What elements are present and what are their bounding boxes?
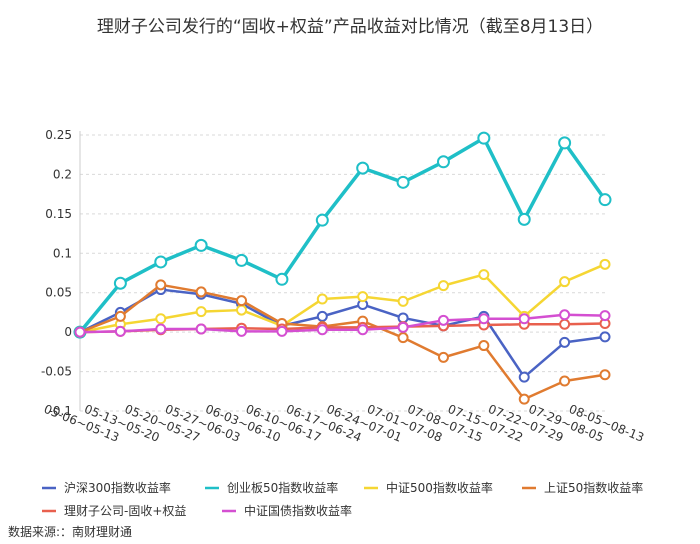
data-point <box>517 212 531 226</box>
data-point <box>114 325 126 337</box>
data-point <box>74 326 86 338</box>
data-point <box>559 375 571 387</box>
plot-area <box>73 131 612 405</box>
data-point <box>559 318 571 330</box>
legend: 沪深300指数收益率 创业板50指数收益率 中证500指数收益率 上证50指数收益率理… <box>42 480 643 518</box>
series-line <box>79 288 606 379</box>
data-point <box>397 312 409 324</box>
x-axis: 05-06~05-1305-13~05-2005-20~05-2705-27~0… <box>42 402 646 445</box>
legend-label: 中证国债指数收益率 <box>244 503 352 518</box>
y-tick-label: 0 <box>64 325 72 339</box>
data-point <box>315 213 329 227</box>
data-point <box>478 313 490 325</box>
data-point <box>518 313 530 325</box>
data-point <box>518 371 530 383</box>
data-point <box>235 253 249 267</box>
legend-label: 创业板50指数收益率 <box>227 480 338 495</box>
data-point <box>559 336 571 348</box>
y-tick-label: 0.2 <box>53 167 72 181</box>
y-tick-label: 0.1 <box>53 246 72 260</box>
data-point <box>357 324 369 336</box>
data-point <box>437 280 449 292</box>
data-point <box>195 286 207 298</box>
data-point <box>598 193 612 207</box>
data-point <box>599 310 611 322</box>
data-point <box>357 291 369 303</box>
data-point <box>599 331 611 343</box>
data-point <box>559 309 571 321</box>
data-point <box>236 325 248 337</box>
data-point <box>478 269 490 281</box>
data-point <box>477 131 491 145</box>
data-point <box>316 310 328 322</box>
data-point <box>194 238 208 252</box>
y-axis: 0.25 0.2 0.15 0.1 0.05 0 -0.05 -0.1 <box>41 128 81 418</box>
data-point <box>155 279 167 291</box>
data-point <box>155 323 167 335</box>
data-point <box>356 161 370 175</box>
chart-title: 理财子公司发行的“固收+权益”产品收益对比情况（截至8月13日） <box>97 17 603 37</box>
grid-lines <box>80 134 605 412</box>
y-tick-label: 0.25 <box>45 128 72 142</box>
series-line <box>79 283 606 401</box>
data-point <box>436 155 450 169</box>
data-point <box>397 332 409 344</box>
data-point <box>113 276 127 290</box>
legend-label: 上证50指数收益率 <box>544 480 643 495</box>
data-point <box>155 313 167 325</box>
data-point <box>396 175 410 189</box>
y-tick-label: -0.05 <box>41 365 72 379</box>
data-point <box>397 295 409 307</box>
data-point <box>154 255 168 269</box>
data-point <box>437 314 449 326</box>
series-line <box>79 263 606 334</box>
data-point <box>478 340 490 352</box>
data-point <box>114 310 126 322</box>
y-tick-label: 0.15 <box>45 207 72 221</box>
data-point <box>397 321 409 333</box>
data-source: 数据来源:：南财理财通 <box>8 524 132 539</box>
data-point <box>195 323 207 335</box>
series-line <box>78 136 607 334</box>
legend-label: 沪深300指数收益率 <box>64 480 171 495</box>
data-point <box>236 304 248 316</box>
data-point <box>558 136 572 150</box>
legend-label: 中证500指数收益率 <box>386 480 493 495</box>
series-line <box>79 313 606 334</box>
data-point <box>599 369 611 381</box>
data-point <box>275 272 289 286</box>
data-point <box>236 295 248 307</box>
data-point <box>195 306 207 318</box>
data-point <box>518 393 530 405</box>
data-point <box>316 293 328 305</box>
data-point <box>316 324 328 336</box>
data-point <box>599 258 611 270</box>
y-tick-label: -0.1 <box>49 404 72 418</box>
data-point <box>559 276 571 288</box>
legend-label: 理财子公司-固收+权益 <box>64 504 186 518</box>
data-point <box>437 351 449 363</box>
data-point <box>276 325 288 337</box>
y-tick-label: 0.05 <box>45 286 72 300</box>
